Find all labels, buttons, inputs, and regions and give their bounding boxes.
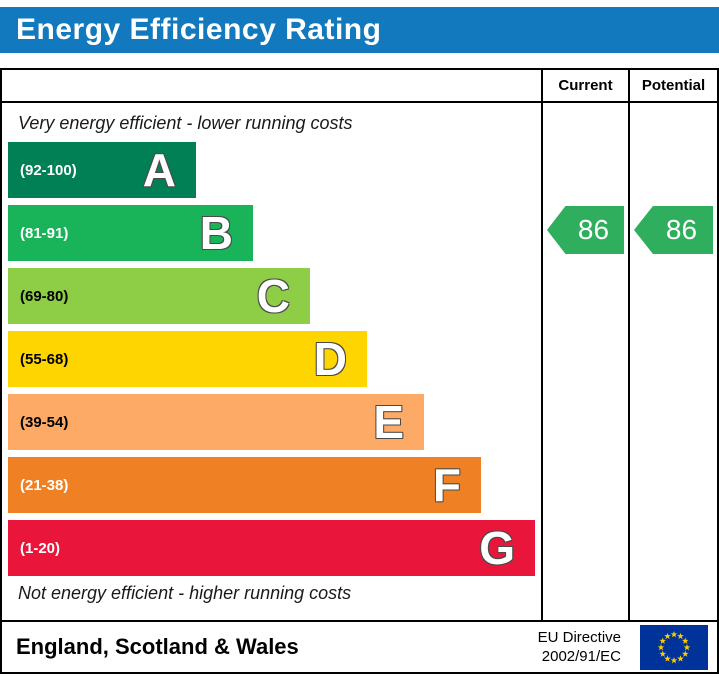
band-bar-a: (92-100) A [8,142,196,198]
current-rating-value: 86 [577,214,610,245]
band-letter: B [199,207,233,259]
potential-column-header: Potential [628,70,717,103]
potential-column: 86 [628,103,717,620]
rating-chart: Current Potential Very energy efficient … [0,68,719,622]
top-note: Very energy efficient - lower running co… [18,113,353,133]
current-column: 86 [541,103,628,620]
main-column-header [2,70,541,103]
bands-area: Very energy efficient - lower running co… [2,103,541,620]
band-bar-f: (21-38) F [8,457,481,513]
band-letter: D [313,333,347,385]
band-bar-e: (39-54) E [8,394,424,450]
band-bar-c: (69-80) C [8,268,310,324]
band-range-label: (39-54) [20,413,69,431]
band-letter: A [142,144,176,196]
band-bar-d: (55-68) D [8,331,367,387]
title-bar: Energy Efficiency Rating [0,7,719,53]
band-letter: C [256,270,290,322]
potential-rating-value: 86 [665,214,698,245]
band-range-label: (81-91) [20,224,69,242]
eu-directive-line2: 2002/91/EC [541,648,621,665]
band-range-label: (92-100) [20,161,77,179]
bottom-note: Not energy efficient - higher running co… [18,583,352,603]
band-bar-g: (1-20) G [8,520,535,576]
bands: (92-100) A (81-91) B (69-80) C (55-68) D… [8,142,541,576]
page-title: Energy Efficiency Rating [16,13,382,46]
band-letter: G [479,522,515,574]
current-column-header: Current [541,70,628,103]
eu-directive-line1: EU Directive [537,628,621,646]
band-letter: F [432,459,461,511]
potential-rating-arrow: 86 [634,206,713,254]
band-range-label: (1-20) [20,539,61,557]
eu-directive-label: EU Directive 2002/91/EC [538,628,621,667]
region-label: England, Scotland & Wales [16,634,299,659]
band-letter: E [373,396,404,448]
band-bar-b: (81-91) B [8,205,253,261]
band-range-label: (69-80) [20,287,69,305]
current-rating-arrow: 86 [547,206,624,254]
band-range-label: (21-38) [20,476,69,494]
footer-bar: England, Scotland & Wales EU Directive 2… [0,622,719,674]
eu-flag-icon [639,624,709,670]
band-range-label: (55-68) [20,350,69,368]
